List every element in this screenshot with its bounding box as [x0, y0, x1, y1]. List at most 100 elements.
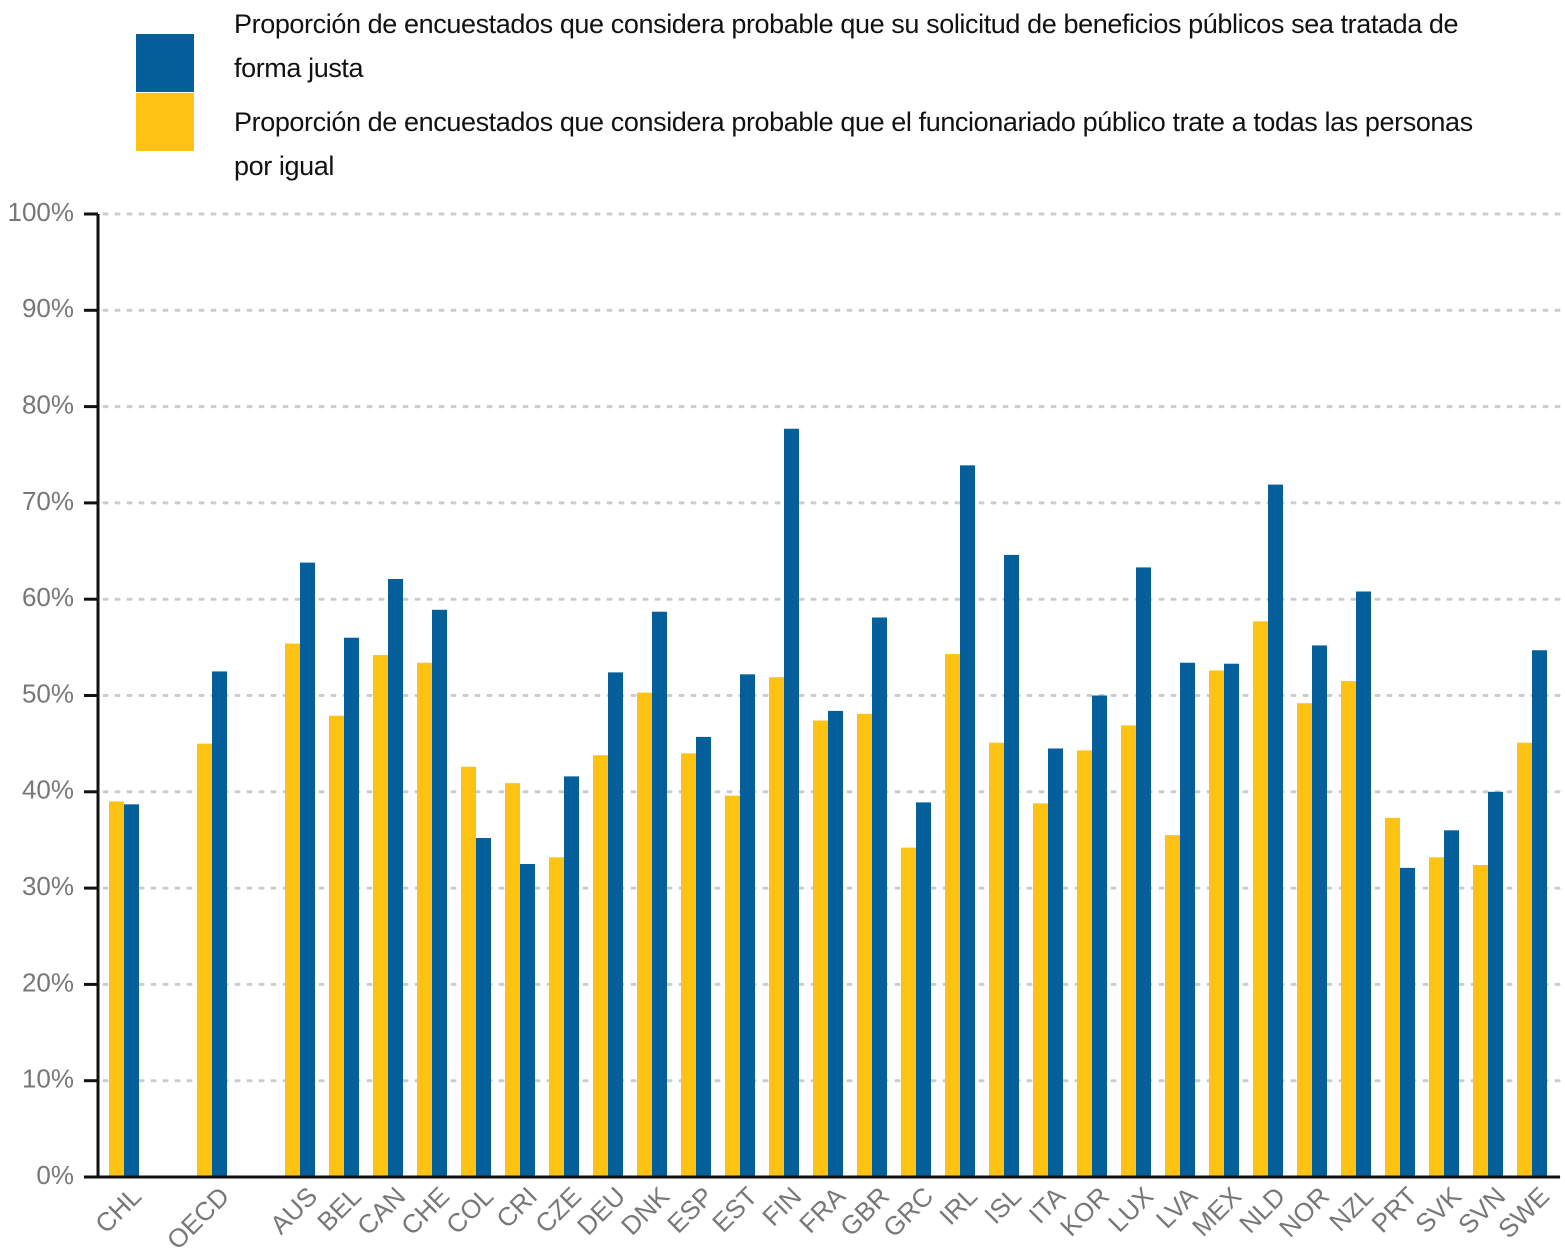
- x-tick-label: SVK: [1409, 1180, 1467, 1238]
- bar: [1136, 567, 1151, 1177]
- bar: [637, 692, 652, 1177]
- bar: [1385, 817, 1400, 1177]
- x-tick-label: GBR: [834, 1181, 895, 1242]
- bar: [725, 795, 740, 1177]
- bar: [1048, 748, 1063, 1177]
- bar: [1517, 742, 1532, 1177]
- bar: [1165, 835, 1180, 1177]
- x-tick-label: MEX: [1186, 1181, 1247, 1242]
- bar: [197, 743, 212, 1177]
- x-tick-label: NZL: [1323, 1181, 1379, 1237]
- y-tick-label: 90%: [22, 293, 74, 323]
- bar: [1180, 662, 1195, 1177]
- x-tick-label: CRI: [490, 1181, 543, 1234]
- x-tick-label: CHL: [89, 1181, 147, 1239]
- bar: [344, 637, 359, 1177]
- x-tick-label: KOR: [1054, 1181, 1115, 1242]
- y-tick-label: 0%: [36, 1160, 74, 1190]
- bar: [1209, 670, 1224, 1177]
- bar: [1004, 554, 1019, 1177]
- legend-label: Proporción de encuestados que considera …: [234, 107, 1473, 181]
- x-tick-label: IRL: [933, 1181, 983, 1231]
- bar: [373, 655, 388, 1177]
- bar: [476, 838, 491, 1177]
- bar: [1341, 681, 1356, 1177]
- y-tick-label: 20%: [22, 967, 74, 997]
- bar: [1444, 830, 1459, 1177]
- legend-label: Proporción de encuestados que considera …: [234, 9, 1459, 83]
- bar: [608, 672, 623, 1177]
- bar: [945, 654, 960, 1177]
- y-tick-label: 80%: [22, 389, 74, 419]
- y-tick-label: 40%: [22, 775, 74, 805]
- y-tick-label: 70%: [22, 486, 74, 516]
- x-tick-label: LUX: [1102, 1181, 1159, 1238]
- x-tick-label: SWE: [1492, 1181, 1555, 1244]
- bar: [549, 857, 564, 1177]
- bar: [1077, 750, 1092, 1177]
- bar: [857, 713, 872, 1177]
- bar: [505, 783, 520, 1177]
- bar: [901, 847, 916, 1177]
- x-tick-label: PRT: [1365, 1181, 1423, 1239]
- bar: [109, 801, 124, 1177]
- bar: [1253, 621, 1268, 1177]
- y-tick-label: 60%: [22, 582, 74, 612]
- bar: [696, 736, 711, 1177]
- bar: [285, 643, 300, 1177]
- x-tick-label: GRC: [877, 1181, 939, 1243]
- bar: [432, 609, 447, 1177]
- x-tick-label: CZE: [529, 1181, 587, 1239]
- bar: [520, 864, 535, 1177]
- x-tick-label: COL: [440, 1181, 499, 1240]
- x-tick-label: CHE: [395, 1181, 455, 1241]
- y-tick-label: 10%: [22, 1064, 74, 1094]
- bar: [872, 617, 887, 1177]
- bar: [593, 755, 608, 1177]
- bar: [212, 671, 227, 1177]
- bar: [1473, 864, 1488, 1177]
- bar: [989, 742, 1004, 1177]
- bar: [300, 562, 315, 1177]
- x-tick-label: ISL: [978, 1181, 1027, 1230]
- bar: [1121, 725, 1136, 1177]
- x-tick-label: ESP: [661, 1181, 719, 1239]
- bar: [1488, 791, 1503, 1177]
- legend-swatch: [136, 34, 194, 92]
- y-tick-label: 100%: [8, 197, 75, 227]
- bar: [1033, 803, 1048, 1177]
- x-tick-label: AUS: [264, 1181, 323, 1240]
- bar: [652, 611, 667, 1177]
- bar: [740, 674, 755, 1177]
- x-tick-label: OECD: [161, 1181, 235, 1249]
- bar: [1297, 703, 1312, 1177]
- bar: [681, 753, 696, 1177]
- bar: [329, 715, 344, 1177]
- bar: [960, 465, 975, 1177]
- bar: [1092, 695, 1107, 1177]
- bar: [564, 776, 579, 1177]
- x-tick-label: EST: [706, 1181, 763, 1238]
- bar: [916, 802, 931, 1177]
- bar: [417, 662, 432, 1177]
- bar: [813, 720, 828, 1177]
- bar: [1268, 484, 1283, 1177]
- bar: [1312, 645, 1327, 1177]
- y-tick-label: 30%: [22, 871, 74, 901]
- x-tick-label: DNK: [615, 1180, 675, 1240]
- bar: [1429, 857, 1444, 1177]
- bar: [769, 677, 784, 1177]
- y-tick-label: 50%: [22, 678, 74, 708]
- bar: [1532, 650, 1547, 1177]
- bar: [1400, 867, 1415, 1177]
- bar: [784, 428, 799, 1177]
- x-tick-label: DEU: [571, 1181, 631, 1241]
- bar: [1224, 663, 1239, 1177]
- bar: [388, 578, 403, 1177]
- bar: [461, 766, 476, 1177]
- bar: [1356, 591, 1371, 1177]
- bar: [828, 710, 843, 1177]
- bar: [124, 804, 139, 1177]
